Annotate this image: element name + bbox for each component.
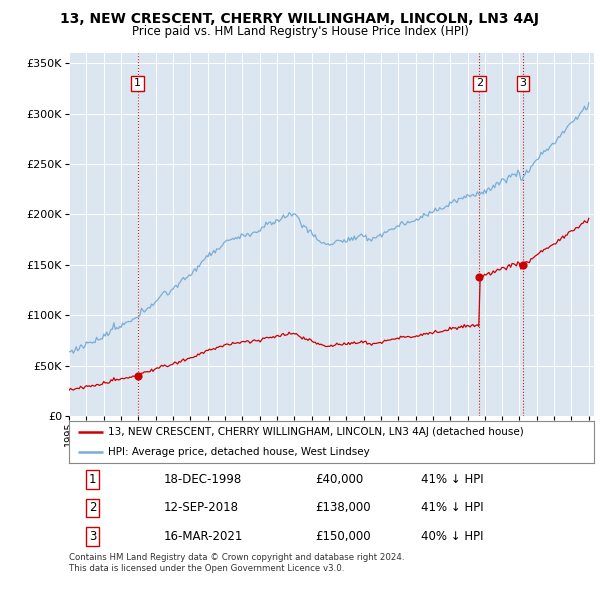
Point [133, 371, 142, 381]
Text: 41% ↓ HPI: 41% ↓ HPI [421, 473, 484, 486]
Text: HPI: Average price, detached house, West Lindsey: HPI: Average price, detached house, West… [109, 447, 370, 457]
Text: 2: 2 [89, 502, 97, 514]
Text: 13, NEW CRESCENT, CHERRY WILLINGHAM, LINCOLN, LN3 4AJ: 13, NEW CRESCENT, CHERRY WILLINGHAM, LIN… [61, 12, 539, 26]
Text: 1: 1 [134, 78, 141, 88]
Text: Contains HM Land Registry data © Crown copyright and database right 2024.
This d: Contains HM Land Registry data © Crown c… [69, 553, 404, 573]
Point [475, 272, 484, 281]
Text: 3: 3 [89, 530, 97, 543]
Text: 1: 1 [89, 473, 97, 486]
Text: 2: 2 [476, 78, 483, 88]
Text: £138,000: £138,000 [316, 502, 371, 514]
Text: Price paid vs. HM Land Registry's House Price Index (HPI): Price paid vs. HM Land Registry's House … [131, 25, 469, 38]
Text: 13, NEW CRESCENT, CHERRY WILLINGHAM, LINCOLN, LN3 4AJ (detached house): 13, NEW CRESCENT, CHERRY WILLINGHAM, LIN… [109, 427, 524, 437]
Text: £150,000: £150,000 [316, 530, 371, 543]
Text: 18-DEC-1998: 18-DEC-1998 [163, 473, 242, 486]
Text: 12-SEP-2018: 12-SEP-2018 [163, 502, 239, 514]
Text: 40% ↓ HPI: 40% ↓ HPI [421, 530, 483, 543]
Text: 3: 3 [520, 78, 527, 88]
Text: 41% ↓ HPI: 41% ↓ HPI [421, 502, 484, 514]
Text: £40,000: £40,000 [316, 473, 364, 486]
Text: 16-MAR-2021: 16-MAR-2021 [163, 530, 243, 543]
Point [518, 260, 528, 270]
